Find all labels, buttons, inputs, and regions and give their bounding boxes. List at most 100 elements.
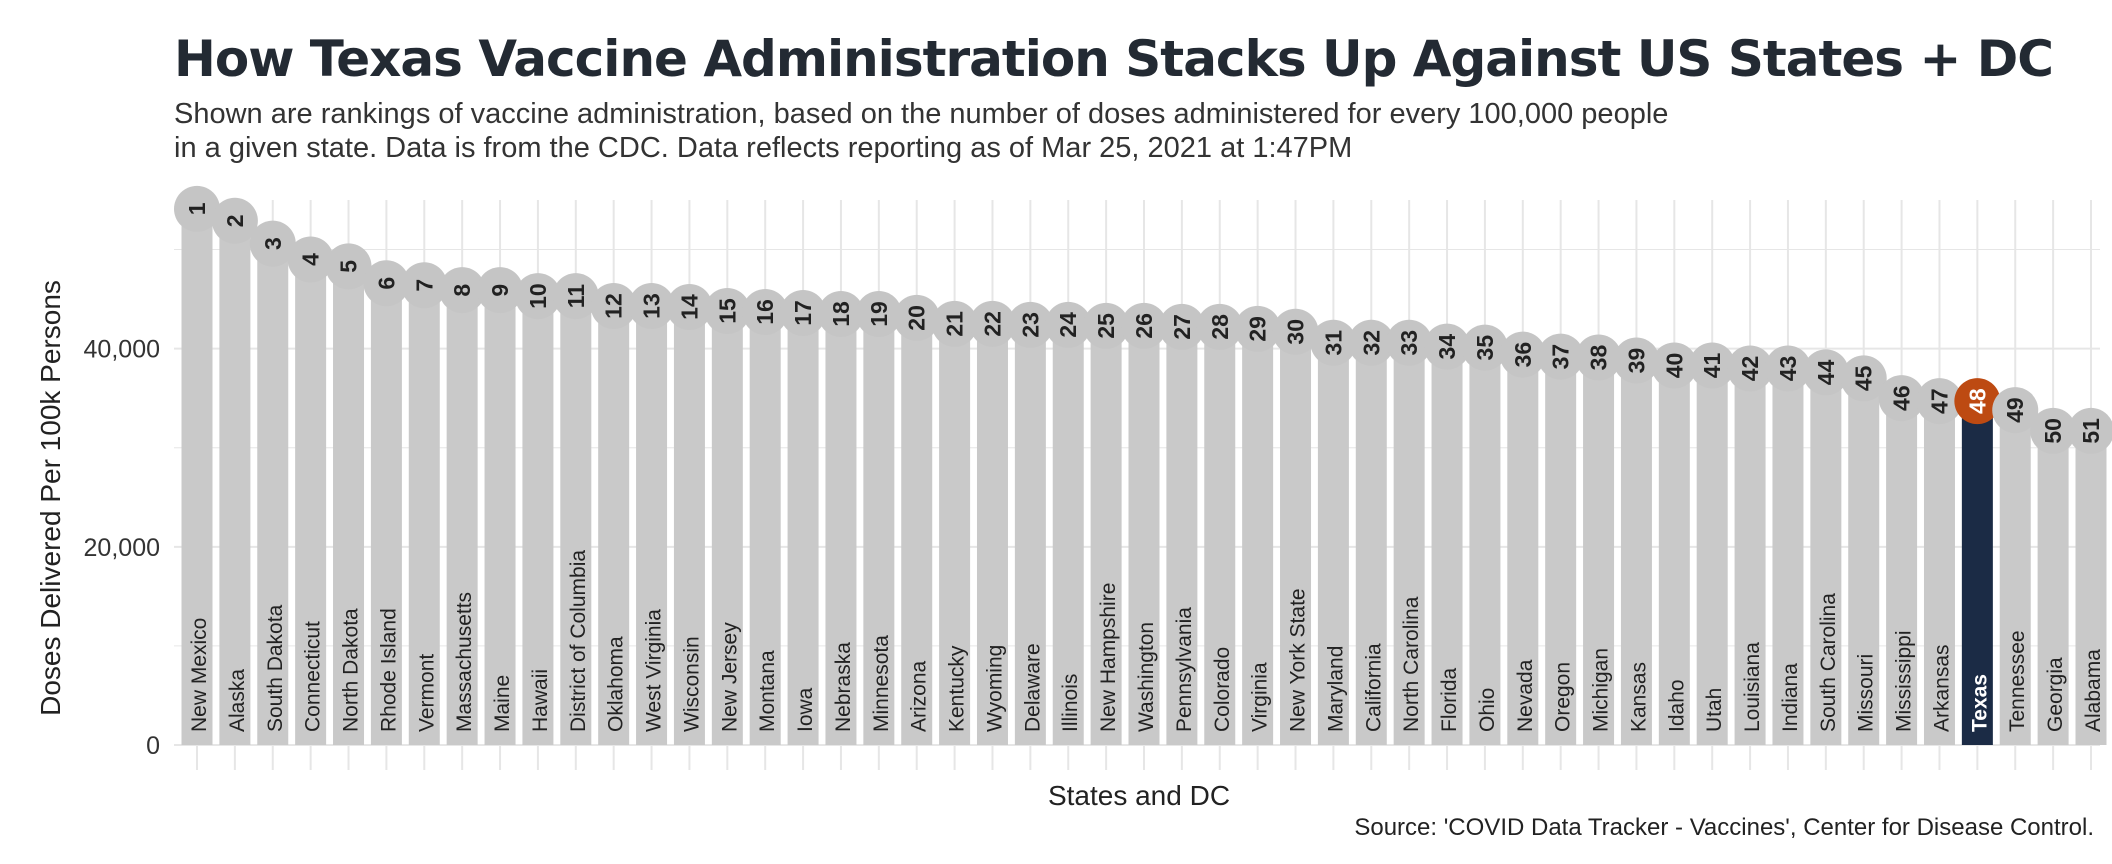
bar xyxy=(1355,342,1387,745)
rank-marker xyxy=(325,243,372,290)
bar xyxy=(1128,325,1160,745)
rank-label: 9 xyxy=(487,284,513,297)
bar xyxy=(673,307,705,745)
rank-marker xyxy=(1537,333,1584,380)
bar xyxy=(1886,398,1918,745)
bar xyxy=(1393,342,1425,745)
bar xyxy=(1620,360,1652,745)
category-label: Maryland xyxy=(1324,646,1347,732)
rank-label: 19 xyxy=(866,301,892,327)
rank-label: 28 xyxy=(1207,314,1233,340)
rank-marker xyxy=(2068,407,2112,454)
bar xyxy=(2037,430,2069,745)
bar xyxy=(1999,410,2031,745)
bar xyxy=(1090,325,1122,745)
rank-label: 10 xyxy=(525,283,551,309)
rank-marker xyxy=(1348,319,1395,366)
category-label: Texas xyxy=(1968,674,1991,732)
rank-marker xyxy=(893,294,940,341)
bar xyxy=(2075,430,2107,745)
bar xyxy=(1658,365,1690,745)
rank-label: 50 xyxy=(2040,418,2066,444)
category-label: Massachusetts xyxy=(453,592,476,732)
rank-label: 14 xyxy=(676,294,702,320)
category-label: Nebraska xyxy=(832,642,855,732)
category-label: District of Columbia xyxy=(567,550,590,732)
rank-label: 49 xyxy=(2002,397,2028,423)
rank-label: 11 xyxy=(563,284,589,309)
bars xyxy=(181,208,2107,746)
category-label: Alaska xyxy=(226,669,249,732)
category-label: Kentucky xyxy=(946,645,969,732)
rank-marker xyxy=(1158,303,1205,350)
rank-label: 39 xyxy=(1623,348,1649,374)
rank-marker xyxy=(2030,407,2077,454)
category-label: Idaho xyxy=(1665,679,1688,732)
rank-label: 21 xyxy=(942,311,968,337)
rank-label: 45 xyxy=(1851,365,1877,391)
category-label: New Hampshire xyxy=(1097,583,1120,732)
bar xyxy=(636,306,668,745)
rank-label: 8 xyxy=(449,284,475,297)
rank-label: 7 xyxy=(411,279,437,292)
category-label: Wisconsin xyxy=(680,636,703,732)
rank-marker xyxy=(1954,378,2001,425)
bar xyxy=(1431,346,1463,745)
category-label: Vermont xyxy=(415,654,438,732)
rank-label: 20 xyxy=(904,305,930,331)
category-label: Rhode Island xyxy=(377,608,400,732)
rank-label: 47 xyxy=(1926,388,1952,414)
rank-marker xyxy=(969,300,1016,347)
rank-marker xyxy=(1916,378,1963,425)
chart-title: How Texas Vaccine Administration Stacks … xyxy=(174,30,2054,88)
rank-label: 2 xyxy=(222,214,248,227)
x-axis-title: States and DC xyxy=(1048,780,1230,811)
rank-label: 27 xyxy=(1169,314,1195,340)
bar xyxy=(333,266,365,745)
rank-label: 43 xyxy=(1775,356,1801,382)
bar xyxy=(711,310,743,745)
rank-label: 15 xyxy=(714,298,740,324)
rank-marker xyxy=(1840,355,1887,402)
category-label: West Virginia xyxy=(643,609,666,732)
category-label: Georgia xyxy=(2044,657,2067,732)
category-label: North Dakota xyxy=(340,608,363,732)
bar xyxy=(1583,357,1615,745)
rank-marker xyxy=(514,273,561,320)
rank-marker xyxy=(817,290,864,337)
y-tick-label: 20,000 xyxy=(84,534,160,562)
category-label: Utah xyxy=(1703,688,1726,732)
bar xyxy=(522,296,554,745)
rank-marker xyxy=(1461,324,1508,371)
bar xyxy=(901,317,933,745)
rank-label: 29 xyxy=(1245,316,1271,342)
rank-marker xyxy=(931,300,978,347)
bar xyxy=(1052,324,1084,745)
rank-label: 22 xyxy=(979,311,1005,337)
rank-label: 5 xyxy=(336,260,362,273)
bar xyxy=(1923,401,1955,745)
rank-label: 13 xyxy=(639,293,665,319)
category-label: Illinois xyxy=(1059,674,1082,732)
rank-label: 24 xyxy=(1055,312,1081,338)
rank-label: 26 xyxy=(1131,313,1157,339)
rank-marker xyxy=(439,267,486,314)
category-label: Colorado xyxy=(1211,647,1234,732)
category-label: California xyxy=(1362,643,1385,732)
bar xyxy=(1166,326,1198,745)
category-label: Oregon xyxy=(1552,662,1575,732)
rank-marker xyxy=(287,236,334,283)
rank-marker xyxy=(1272,308,1319,355)
rank-marker xyxy=(249,220,296,267)
bar xyxy=(598,306,630,745)
rank-marker xyxy=(174,185,220,232)
category-label: Pennsylvania xyxy=(1173,607,1196,732)
category-label: Kansas xyxy=(1627,662,1650,732)
category-label: Arkansas xyxy=(1930,644,1953,732)
rank-marker xyxy=(552,273,599,320)
rank-marker xyxy=(590,283,637,330)
bar xyxy=(1280,331,1312,745)
bar xyxy=(219,220,251,746)
rank-marker xyxy=(211,197,258,244)
